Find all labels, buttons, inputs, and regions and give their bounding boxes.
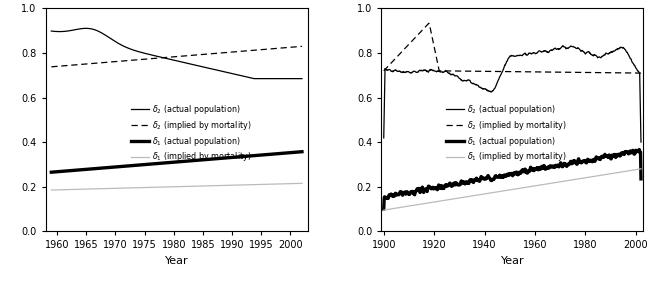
X-axis label: Year: Year xyxy=(165,256,188,266)
X-axis label: Year: Year xyxy=(500,256,524,266)
Legend: $\delta_2$ (actual population), $\delta_2$ (implied by mortality), $\delta_1$ (a: $\delta_2$ (actual population), $\delta_… xyxy=(128,100,255,167)
Legend: $\delta_2$ (actual population), $\delta_2$ (implied by mortality), $\delta_1$ (a: $\delta_2$ (actual population), $\delta_… xyxy=(443,100,570,167)
